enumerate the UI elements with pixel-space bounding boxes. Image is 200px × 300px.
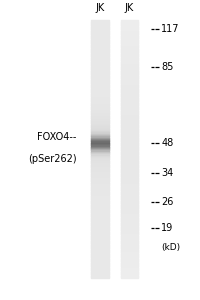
- Text: 117: 117: [161, 24, 180, 34]
- Text: JK: JK: [125, 3, 134, 13]
- Text: 34: 34: [161, 168, 173, 178]
- Text: (kD): (kD): [161, 243, 180, 252]
- Text: 19: 19: [161, 223, 173, 233]
- Text: 48: 48: [161, 138, 173, 148]
- Text: JK: JK: [95, 3, 105, 13]
- Text: 26: 26: [161, 197, 174, 207]
- Text: FOXO4--: FOXO4--: [37, 133, 76, 142]
- Text: (pSer262): (pSer262): [28, 154, 76, 164]
- Text: 85: 85: [161, 62, 174, 72]
